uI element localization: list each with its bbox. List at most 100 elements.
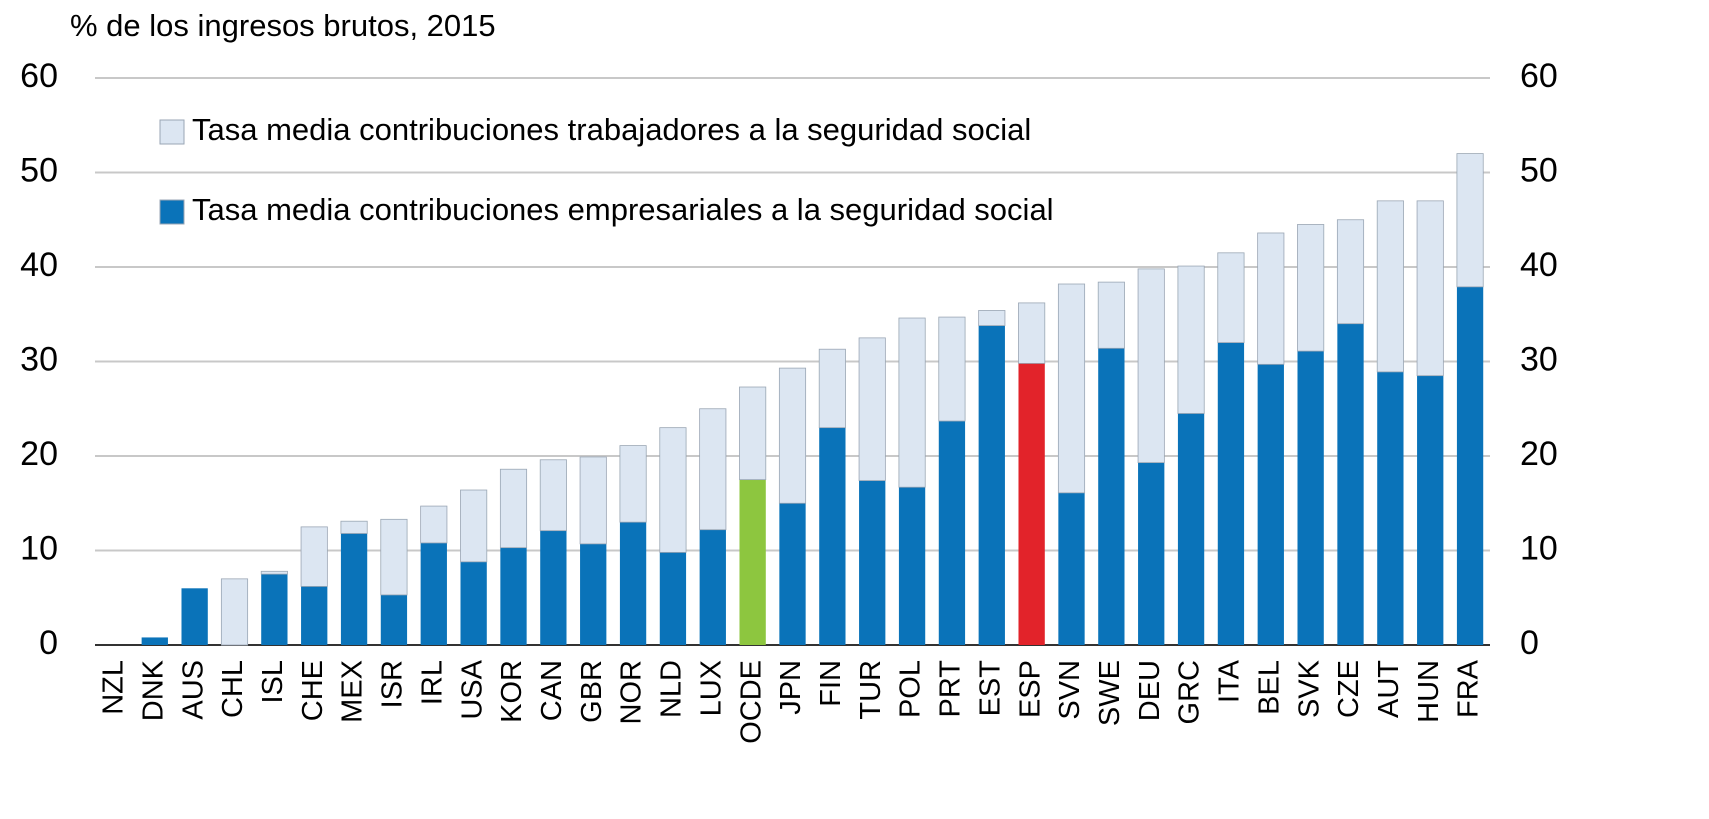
x-tick-label: FRA — [1453, 659, 1485, 718]
y-tick-label: 10 — [20, 529, 58, 567]
x-tick-label: FIN — [815, 660, 847, 707]
bar-segment — [1097, 281, 1125, 349]
y2-tick-label: 0 — [1520, 624, 1539, 662]
y2-tick-label: 40 — [1520, 246, 1558, 284]
x-tick-label: AUT — [1373, 660, 1405, 718]
bar-segment — [659, 552, 687, 645]
bar-segment — [1456, 153, 1484, 288]
x-tick-label: LUX — [695, 660, 727, 716]
x-tick-label: TUR — [855, 660, 887, 720]
bar-segment — [1177, 265, 1205, 414]
bar-segment — [819, 427, 846, 645]
bar-segment — [1217, 342, 1245, 645]
bar-segment — [739, 479, 766, 645]
y2-tick-label: 30 — [1520, 340, 1558, 378]
bar-segment — [1018, 302, 1046, 364]
y-tick-label: 20 — [20, 435, 58, 473]
bar-segment — [859, 480, 886, 645]
bar-segment — [420, 505, 448, 544]
y2-tick-label: 20 — [1520, 435, 1558, 473]
legend-label: Tasa media contribuciones trabajadores a… — [192, 112, 1031, 147]
x-tick-label: SVK — [1293, 659, 1325, 718]
bar-segment — [420, 542, 447, 645]
bar-segment — [938, 316, 966, 422]
bar-segment — [619, 522, 647, 645]
x-tick-label: DNK — [137, 659, 169, 721]
bar-segment — [778, 367, 807, 504]
bar-segment — [460, 489, 488, 563]
bar-segment — [540, 530, 567, 645]
bar-segment — [1337, 323, 1364, 645]
bar-segment — [1336, 219, 1365, 325]
y-tick-label: 50 — [20, 151, 58, 189]
x-tick-label: OCDE — [735, 660, 767, 744]
y2-tick-label: 10 — [1520, 529, 1558, 567]
bar-segment — [380, 594, 408, 645]
bar-segment — [300, 526, 328, 587]
x-tick-label: AUS — [177, 660, 209, 720]
x-tick-label: USA — [456, 659, 488, 719]
y-tick-label: 60 — [20, 57, 58, 95]
x-tick-label: MEX — [337, 660, 369, 723]
x-tick-label: CHL — [217, 660, 249, 718]
bar-segment — [659, 427, 687, 553]
x-tick-label: GRC — [1174, 660, 1206, 724]
bar-segment — [699, 529, 726, 645]
x-tick-label: ITA — [1214, 659, 1246, 703]
bar-segment — [1177, 413, 1205, 645]
bar-segment — [301, 586, 328, 645]
legend-label: Tasa media contribuciones empresariales … — [192, 192, 1054, 227]
y-tick-label: 30 — [20, 340, 58, 378]
y-tick-label: 40 — [20, 246, 58, 284]
bar-segment — [779, 503, 806, 645]
bar-segment — [1417, 375, 1444, 645]
x-tick-label: CAN — [536, 660, 568, 721]
x-tick-label: CZE — [1333, 660, 1365, 718]
bar-segment — [1138, 462, 1165, 645]
bar-segment — [818, 348, 846, 429]
bar-segment — [938, 421, 966, 645]
bar-segment — [1058, 492, 1085, 645]
bar-segment — [340, 520, 368, 534]
bar-segment — [181, 588, 208, 645]
legend-swatch — [159, 119, 185, 145]
bar-segment — [1137, 268, 1165, 464]
bar-segment — [1217, 252, 1245, 343]
x-tick-label: GBR — [576, 660, 608, 723]
bar-segment — [1057, 283, 1086, 494]
x-tick-label: IRL — [416, 660, 448, 705]
bar-segment — [220, 578, 249, 646]
bar-segment — [699, 408, 727, 531]
x-tick-label: HUN — [1413, 660, 1445, 723]
x-tick-label: POL — [895, 660, 927, 718]
bar-segment — [580, 543, 607, 645]
bar-segment — [1456, 286, 1484, 645]
legend-swatch — [159, 199, 185, 225]
bar-segment — [460, 561, 487, 645]
chart-title: % de los ingresos brutos, 2015 — [70, 8, 496, 43]
x-tick-label: BEL — [1253, 660, 1285, 715]
x-tick-label: SWE — [1094, 660, 1126, 726]
bar-segment — [1018, 363, 1045, 645]
bar-segment — [500, 547, 527, 645]
x-tick-label: KOR — [496, 660, 528, 723]
x-tick-label: NOR — [616, 660, 648, 724]
bar-segment — [1297, 351, 1324, 645]
y2-tick-label: 50 — [1520, 151, 1558, 189]
x-tick-label: SVN — [1054, 660, 1086, 720]
bar-segment — [898, 487, 926, 645]
x-tick-label: ISL — [257, 660, 289, 704]
bar-segment — [499, 468, 528, 549]
bar-segment — [898, 317, 926, 488]
x-tick-label: NZL — [98, 660, 130, 715]
x-tick-label: NLD — [656, 660, 688, 718]
y-tick-label: 0 — [39, 624, 58, 662]
x-tick-label: PRT — [935, 660, 967, 718]
bar-segment — [260, 570, 288, 575]
bar-segment — [1257, 232, 1285, 365]
x-tick-label: JPN — [775, 660, 807, 715]
bar-segment — [1297, 224, 1325, 352]
bar-segment — [1416, 200, 1444, 377]
bar-segment — [1377, 371, 1404, 645]
